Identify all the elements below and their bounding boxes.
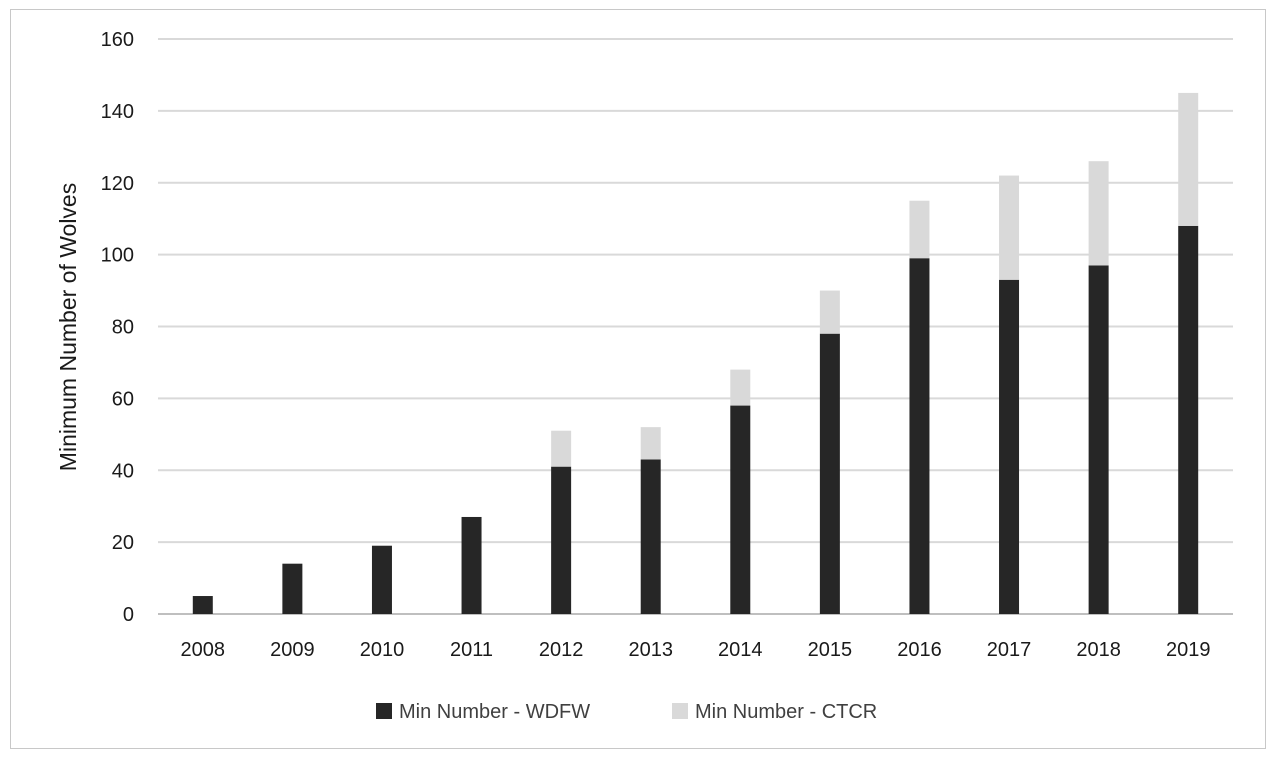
bar-2012-wdfw bbox=[551, 466, 572, 614]
x-tick-label-2016: 2016 bbox=[897, 639, 942, 661]
gridlines bbox=[158, 38, 1233, 615]
x-tick-label-2010: 2010 bbox=[360, 639, 405, 661]
x-tick-label-2011: 2011 bbox=[450, 639, 493, 661]
x-tick-label-2008: 2008 bbox=[181, 639, 226, 661]
bar-2010-wdfw bbox=[371, 545, 392, 614]
bar-2009-wdfw bbox=[282, 563, 303, 614]
bar-2015-ctcr bbox=[819, 290, 840, 334]
y-tick-label-40: 40 bbox=[112, 460, 134, 482]
bar-2012-ctcr bbox=[551, 430, 572, 467]
bars bbox=[192, 92, 1199, 614]
bar-2016-wdfw bbox=[909, 258, 930, 614]
bar-2017-ctcr bbox=[999, 175, 1020, 280]
x-tick-label-2014: 2014 bbox=[718, 639, 763, 661]
bar-2018-wdfw bbox=[1088, 265, 1109, 614]
bar-2013-ctcr bbox=[640, 427, 661, 460]
legend: Min Number - WDFW Min Number - CTCR bbox=[376, 701, 877, 723]
bar-2019-ctcr bbox=[1178, 92, 1199, 226]
bar-2008-wdfw bbox=[192, 596, 213, 614]
legend-label-ctcr: Min Number - CTCR bbox=[695, 701, 877, 723]
bar-2017-wdfw bbox=[999, 279, 1020, 614]
x-tick-label-2009: 2009 bbox=[270, 639, 315, 661]
y-tick-label-60: 60 bbox=[112, 388, 134, 410]
bar-2014-ctcr bbox=[730, 369, 751, 406]
bar-2018-ctcr bbox=[1088, 161, 1109, 266]
x-tick-label-2017: 2017 bbox=[987, 639, 1032, 661]
y-tick-label-100: 100 bbox=[101, 245, 134, 267]
x-tick-label-2013: 2013 bbox=[628, 639, 673, 661]
y-tick-label-140: 140 bbox=[101, 101, 134, 123]
y-tick-label-80: 80 bbox=[112, 317, 134, 339]
y-tick-label-20: 20 bbox=[112, 532, 134, 554]
x-tick-label-2019: 2019 bbox=[1166, 639, 1211, 661]
bar-2014-wdfw bbox=[730, 405, 751, 614]
chart-frame bbox=[10, 9, 1266, 749]
bar-2013-wdfw bbox=[640, 459, 661, 614]
legend-label-wdfw: Min Number - WDFW bbox=[399, 701, 590, 723]
legend-swatch-ctcr bbox=[672, 703, 688, 719]
x-tick-label-2018: 2018 bbox=[1076, 639, 1121, 661]
bar-2011-wdfw bbox=[461, 516, 482, 614]
legend-swatch-wdfw bbox=[376, 703, 392, 719]
x-axis-ticks: 2008 2009 2010 2011 2012 2013 2014 2015 2016 2017… bbox=[181, 639, 1211, 661]
y-tick-label-120: 120 bbox=[101, 173, 134, 195]
y-tick-label-0: 0 bbox=[123, 604, 134, 626]
bar-2019-wdfw bbox=[1178, 225, 1199, 614]
y-tick-label-160: 160 bbox=[101, 29, 134, 51]
x-tick-label-2015: 2015 bbox=[808, 639, 853, 661]
y-axis-ticks: 0 20 40 60 80 100 120 140 160 bbox=[101, 29, 134, 626]
bar-2015-wdfw bbox=[819, 333, 840, 614]
x-tick-label-2012: 2012 bbox=[539, 639, 584, 661]
bar-2016-ctcr bbox=[909, 200, 930, 259]
y-axis-title: Minimum Number of Wolves bbox=[55, 183, 81, 471]
